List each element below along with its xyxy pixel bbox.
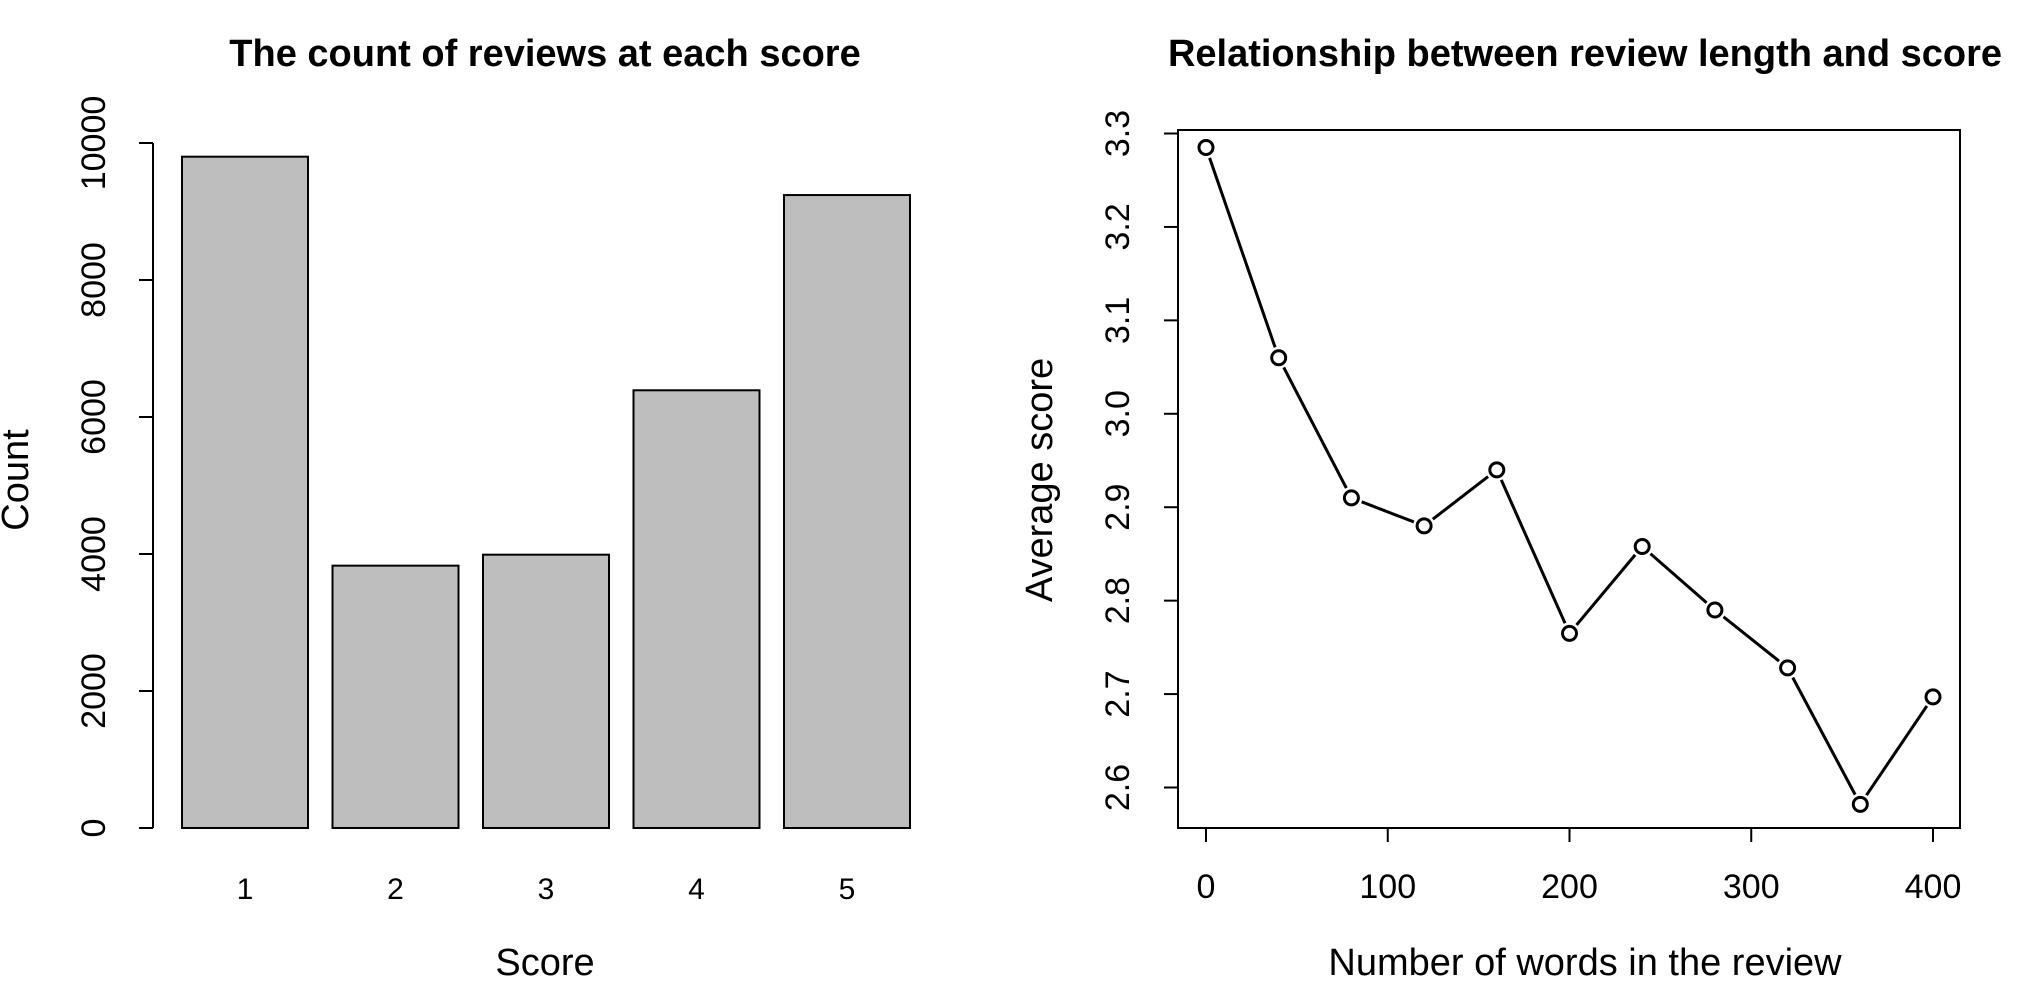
- bar-chart-x-tick-label: 4: [688, 873, 705, 906]
- line-chart-x-axis: 0 100 200 300 400: [1197, 828, 1962, 906]
- line-chart-xlabel: Number of words in the review: [1328, 942, 1842, 984]
- data-point: [1415, 517, 1433, 535]
- line-chart-y-tick-label: 2.9: [1099, 484, 1137, 531]
- line-segment: [1499, 479, 1567, 624]
- bar-4: [632, 389, 761, 829]
- line-segment: [1865, 705, 1929, 797]
- data-point: [1488, 461, 1506, 479]
- bar-chart-y-axis: 0 2000 4000 6000 8000 10000: [75, 96, 154, 838]
- bar-chart-x-tick-label: 3: [538, 873, 555, 906]
- data-point: [1270, 349, 1288, 367]
- line-segment: [1575, 553, 1637, 626]
- line-chart-title: Relationship between review length and s…: [1168, 33, 2002, 75]
- bar-chart-y-tick-label: 2000: [75, 653, 113, 729]
- line-chart-y-tick-label: 3.2: [1099, 203, 1137, 250]
- bar-chart-y-tick-label: 4000: [75, 516, 113, 592]
- bar-chart: The count of reviews at each score Score…: [0, 33, 911, 984]
- bar-chart-y-tick-label: 0: [75, 819, 113, 838]
- line-chart: Relationship between review length and s…: [1019, 33, 2002, 984]
- data-point: [1924, 688, 1942, 706]
- line-segment: [1649, 552, 1708, 604]
- line-chart-y-tick-label: 2.7: [1099, 670, 1137, 717]
- bar-chart-y-tick-label: 6000: [75, 379, 113, 455]
- bar-chart-x-tick-label: 2: [387, 873, 404, 906]
- data-point: [1851, 795, 1869, 813]
- line-chart-x-tick-label: 400: [1905, 868, 1962, 906]
- line-chart-x-tick-label: 0: [1197, 868, 1216, 906]
- line-segment: [1791, 676, 1857, 796]
- line-chart-y-tick-label: 2.6: [1099, 764, 1137, 811]
- data-point: [1633, 537, 1651, 555]
- data-point: [1342, 489, 1360, 507]
- line-chart-y-axis: 2.6 2.7 2.8 2.9 3.0 3.1 3.2 3.3: [1099, 110, 1178, 811]
- line-chart-ylabel: Average score: [1019, 358, 1061, 602]
- line-chart-y-tick-label: 3.0: [1099, 390, 1137, 437]
- line-chart-series: [1197, 139, 1942, 813]
- line-segment: [1722, 615, 1780, 663]
- bar-chart-ylabel: Count: [0, 429, 37, 531]
- line-chart-y-tick-label: 2.8: [1099, 577, 1137, 624]
- bar-5: [783, 194, 911, 829]
- bar-chart-y-tick-label: 8000: [75, 242, 113, 318]
- line-chart-y-tick-label: 3.1: [1099, 297, 1137, 344]
- line-segment: [1361, 500, 1415, 524]
- bar-2: [331, 564, 460, 830]
- line-segment: [1431, 475, 1490, 521]
- bar-chart-y-tick-label: 10000: [75, 96, 113, 191]
- line-segment: [1208, 157, 1277, 348]
- bar-chart-bars: [181, 155, 911, 830]
- bar-chart-x-tick-label: 1: [237, 873, 254, 906]
- bar-chart-x-tick-labels: 1 2 3 4 5: [237, 873, 856, 906]
- data-point: [1706, 601, 1724, 619]
- bar-1: [181, 155, 309, 829]
- data-point: [1561, 624, 1578, 642]
- line-chart-x-tick-label: 300: [1723, 868, 1780, 906]
- line-chart-y-tick-label: 3.3: [1099, 110, 1137, 157]
- line-segment: [1282, 366, 1348, 489]
- bar-chart-x-tick-label: 5: [839, 873, 856, 906]
- line-chart-plot-box: [1177, 129, 1961, 829]
- data-point: [1779, 659, 1797, 677]
- bar-3: [482, 553, 610, 829]
- line-chart-x-tick-label: 100: [1359, 868, 1416, 906]
- data-point: [1197, 139, 1215, 157]
- line-chart-x-tick-label: 200: [1541, 868, 1598, 906]
- bar-chart-title: The count of reviews at each score: [229, 33, 860, 75]
- bar-chart-xlabel: Score: [495, 942, 594, 984]
